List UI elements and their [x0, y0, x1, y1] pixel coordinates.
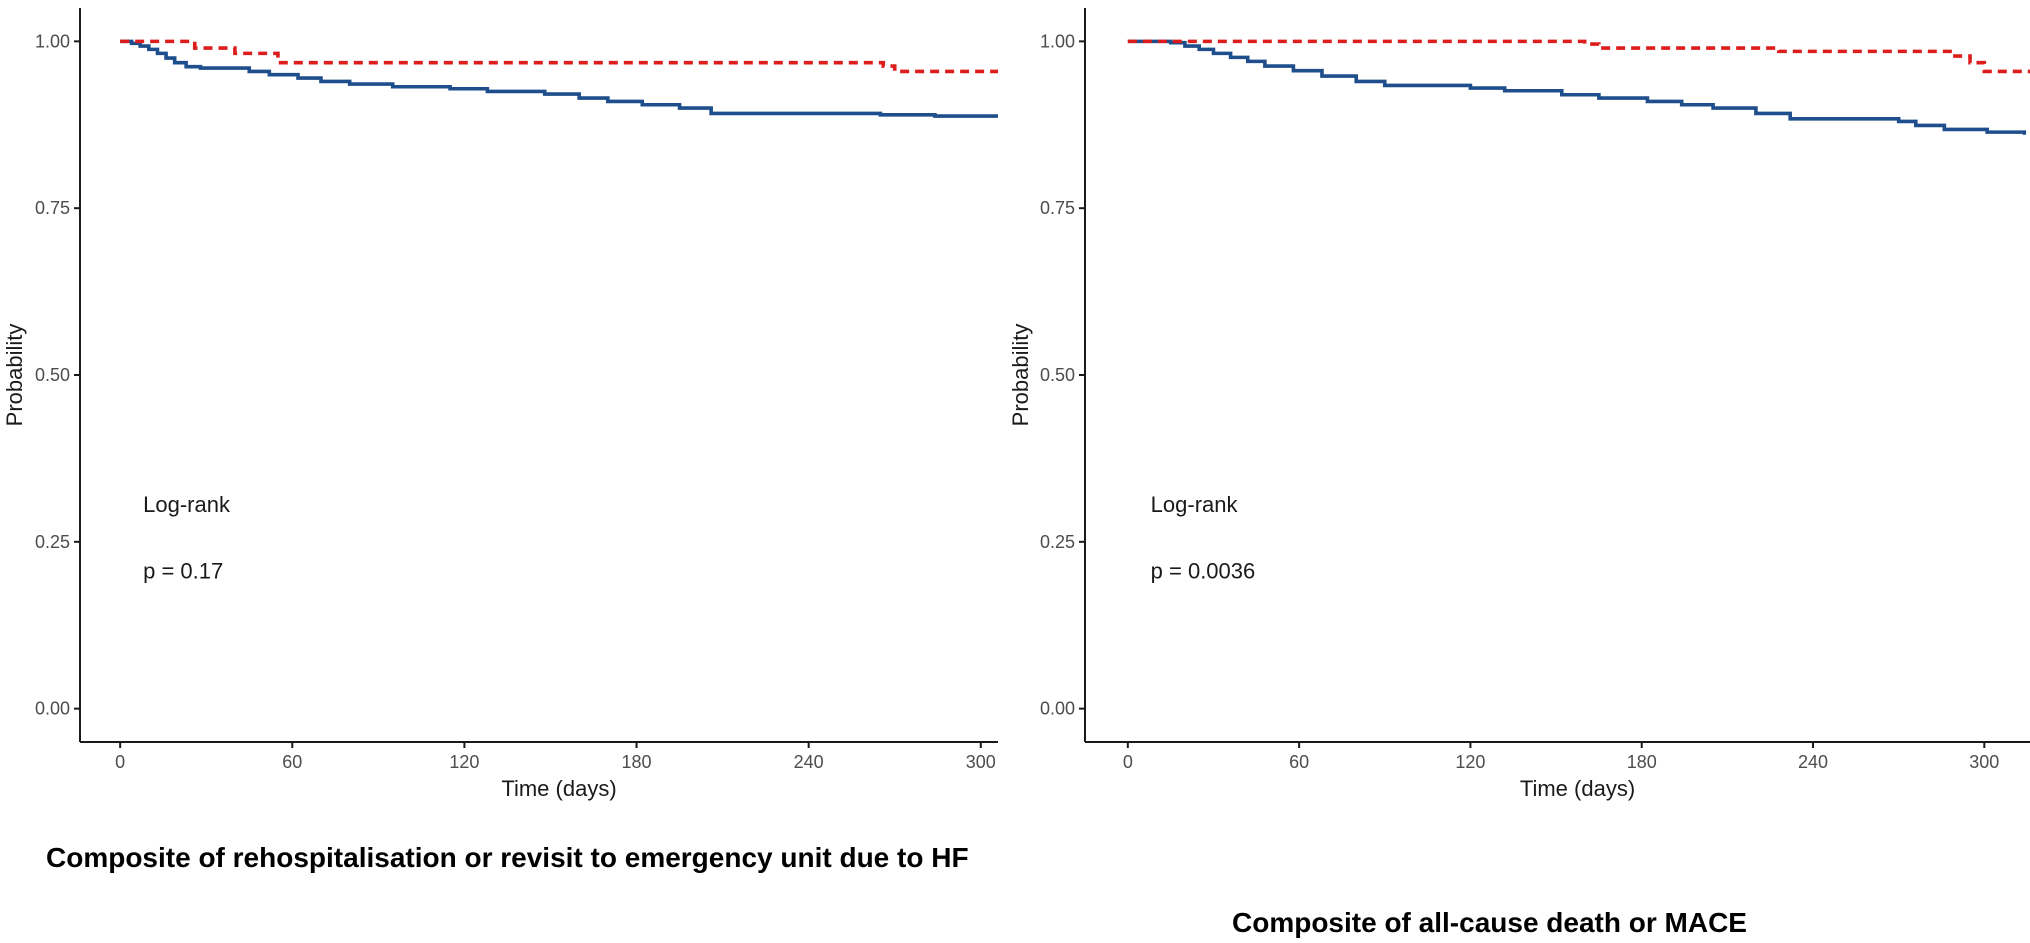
log-rank-label: Log-rank [1151, 492, 1239, 517]
y-tick-label: 0.00 [1040, 699, 1075, 719]
y-tick-label: 0.50 [1040, 365, 1075, 385]
log-rank-label: Log-rank [143, 492, 231, 517]
y-axis-title: Probability [2, 324, 27, 427]
dashed-survival-curve [120, 39, 998, 74]
y-tick-label: 0.00 [35, 699, 70, 719]
left-panel-caption: Composite of rehospitalisation or revisi… [46, 842, 969, 873]
y-tick-label: 0.25 [35, 532, 70, 552]
x-tick-label: 120 [1455, 752, 1485, 772]
x-axis-title: Time (days) [1520, 776, 1635, 801]
x-tick-label: 60 [1289, 752, 1309, 772]
dashed-survival-curve [1127, 39, 2030, 74]
y-tick-label: 0.25 [1040, 532, 1075, 552]
y-tick-label: 0.50 [35, 365, 70, 385]
panel-1: 0.00 0.25 0.50 0.75 1.00 0 60 120 180 240 300 Time … [2, 8, 998, 801]
panel-2: 0.00 0.25 0.50 0.75 1.00 0 60 120 180 240 300 Time … [1008, 8, 2030, 801]
y-tick-label: 1.00 [35, 31, 70, 51]
y-tick-label: 0.75 [1040, 198, 1075, 218]
right-panel-caption: Composite of all-cause death or MACE [1232, 907, 1747, 938]
y-tick-label: 0.75 [35, 198, 70, 218]
solid-survival-curve [120, 39, 998, 118]
solid-survival-curve [1127, 39, 2027, 135]
km-figure: 0.00 0.25 0.50 0.75 1.00 0 60 120 180 240 300 Time … [2, 8, 2030, 801]
x-tick-label: 300 [1969, 752, 1999, 772]
y-axis-title: Probability [1008, 324, 1033, 427]
p-value-label: p = 0.0036 [1151, 559, 1256, 584]
x-tick-label: 300 [966, 752, 996, 772]
x-axis-title: Time (days) [501, 776, 616, 801]
x-tick-label: 120 [449, 752, 479, 772]
x-tick-label: 180 [622, 752, 652, 772]
x-tick-label: 240 [1798, 752, 1828, 772]
x-tick-label: 60 [282, 752, 302, 772]
x-tick-label: 0 [1123, 752, 1133, 772]
x-tick-label: 0 [115, 752, 125, 772]
p-value-label: p = 0.17 [143, 559, 223, 584]
x-tick-label: 180 [1627, 752, 1657, 772]
y-tick-label: 1.00 [1040, 31, 1075, 51]
x-tick-label: 240 [794, 752, 824, 772]
